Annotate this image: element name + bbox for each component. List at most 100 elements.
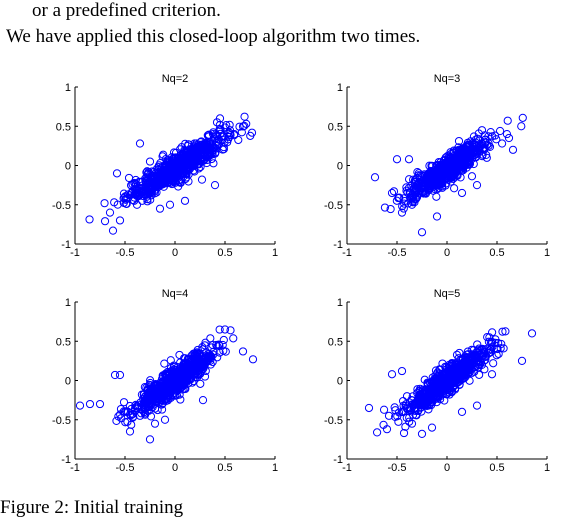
x-tick-label: -0.5 [116,247,135,259]
data-point [431,389,441,398]
data-point [432,212,442,221]
data-point [248,355,258,364]
y-tick-label: 0.5 [56,336,71,348]
data-point [165,200,175,209]
data-point [135,411,145,420]
data-point [180,354,189,363]
data-point [387,188,397,198]
data-point [205,144,215,153]
x-tick-label: -1 [342,462,352,474]
data-point [160,359,169,368]
data-point [218,340,227,350]
y-tick-label: 0 [65,376,71,388]
data-point [215,120,225,130]
y-tick-label: -1 [61,239,71,251]
data-point [215,125,224,134]
data-point [407,200,417,209]
data-point [447,365,456,374]
data-point [496,344,505,353]
data-point [436,160,445,169]
data-point [481,355,490,364]
data-point [146,395,155,404]
data-point [454,136,464,146]
data-point [146,170,155,179]
x-tick-label: -0.5 [116,462,135,474]
data-point [402,392,412,401]
data-point [410,180,419,189]
data-point [439,377,449,386]
data-point [480,365,489,374]
data-point [393,412,402,421]
data-point [120,407,130,416]
data-point [404,155,414,164]
data-point [219,346,228,355]
scatter-points [364,327,537,438]
data-point [427,423,437,432]
data-point [206,351,216,361]
data-point [105,208,115,217]
data-point [215,114,225,123]
data-point [166,174,175,184]
data-point [399,194,408,203]
data-point [170,174,179,183]
data-point [457,407,467,416]
data-point [420,375,429,384]
data-point [446,370,455,379]
data-point [417,228,427,237]
data-point [472,401,482,410]
data-point [467,147,476,156]
y-tick-label: -0.5 [324,200,343,212]
x-tick-label: -0.5 [388,247,407,259]
data-point [175,154,185,163]
data-point [208,340,217,350]
data-point [108,226,118,235]
data-point [115,370,125,380]
data-point [441,181,450,190]
data-point [110,370,120,380]
data-point [497,139,507,148]
x-tick-label: -0.5 [388,462,407,474]
data-point [517,356,527,365]
data-point [157,381,166,391]
y-tick-label: 1 [65,82,71,94]
data-point [139,187,148,196]
data-point [413,193,422,202]
data-point [452,350,462,359]
data-point [128,180,137,189]
data-point [138,188,147,197]
data-point [495,126,505,136]
data-point [438,359,447,368]
data-point [412,188,421,197]
data-point [215,325,224,334]
data-point [206,146,215,155]
scatter-plot-nq4: Nq=4 1 0.5 0 -0.5 -1-1 -0.5 0 0.5 1 [52,288,278,474]
data-point [192,349,201,359]
data-point [191,358,200,368]
data-point [397,366,407,376]
data-point [200,372,210,381]
data-point [364,403,374,413]
data-point [212,340,221,350]
data-point [498,327,507,336]
data-point [184,170,193,179]
data-point [422,172,431,181]
data-point [474,360,483,369]
data-point [398,396,408,406]
figure-caption: Figure 2: Initial training [0,497,184,518]
y-tick-label: 1 [337,82,343,94]
data-point [246,131,255,140]
data-point [424,178,433,187]
data-point [372,428,382,437]
data-point [416,391,425,401]
data-point [193,349,202,358]
data-point [162,376,171,385]
data-point [216,125,225,135]
x-tick-label: 1 [272,247,278,259]
data-point [446,172,455,181]
data-point [418,387,427,396]
data-point [458,151,467,161]
data-point [485,333,494,342]
data-point [441,375,450,384]
data-point [202,355,211,365]
data-point [476,358,485,367]
